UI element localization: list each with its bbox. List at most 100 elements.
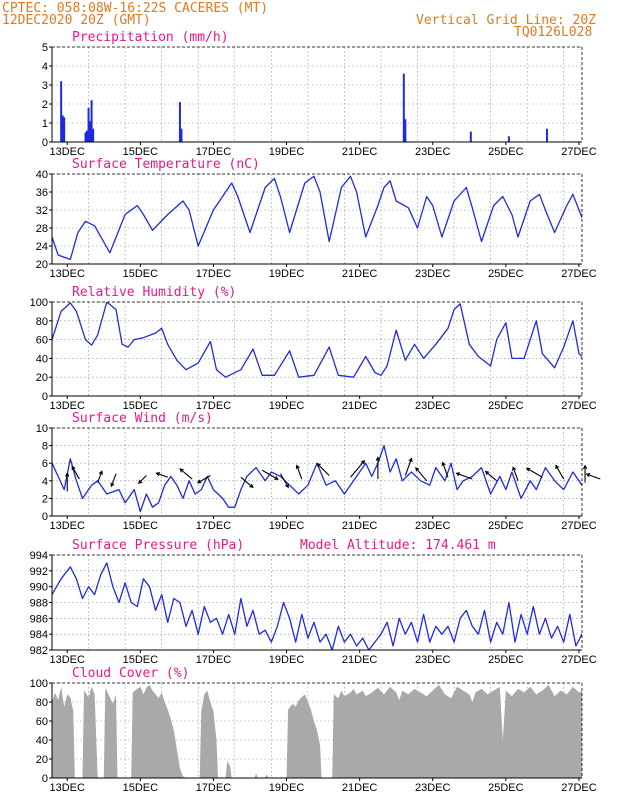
x-tick-label: 17DEC [196,400,232,412]
wind-arrow [279,473,289,489]
precip-bar [545,128,548,142]
wind-line [52,444,582,513]
x-tick-label: 23DEC [415,268,451,280]
precip-bar [178,102,181,142]
precip-bar [404,119,407,142]
x-tick-label: 21DEC [342,520,378,532]
x-tick-label: 23DEC [415,400,451,412]
precip-bar [87,107,90,142]
wind-arrow [512,466,519,481]
date-header: 12DEC2020 20Z (GMT) [2,13,151,28]
pressure-plot-area [52,562,582,650]
precip-bar [63,117,66,142]
wind-arrow [525,467,543,478]
y-tick-label: 60 [36,716,48,728]
x-tick-label: 13DEC [49,400,85,412]
y-tick-label: 3 [42,80,48,92]
wind-arrow [155,472,168,478]
rh-line [52,302,582,378]
x-tick-label: 15DEC [123,400,159,412]
y-tick-label: 0 [42,773,48,785]
y-tick-label: 0 [42,391,48,403]
y-tick-label: 4 [42,476,48,488]
x-tick-label: 17DEC [196,520,232,532]
wind-title: Surface Wind (m/s) [72,411,213,426]
x-tick-label: 21DEC [342,146,378,158]
wind-arrow [415,467,428,482]
pressure-line [52,562,582,650]
wind-arrow [261,469,279,480]
wind-arrow [375,456,381,480]
y-tick-label: 0 [42,137,48,149]
y-tick-label: 984 [30,629,48,641]
x-tick-label: 17DEC [196,654,232,666]
wind-arrow [240,476,254,489]
precip-bar [402,73,405,142]
wind-arrow [137,475,147,484]
grid-note: Vertical Grid Line: 20Z [416,13,596,28]
wind-arrow [555,464,565,480]
x-tick-label: 25DEC [488,520,524,532]
x-tick-label: 21DEC [342,268,378,280]
wind-panel: 0 2 4 6 8 10 Surface Wind (m/s) 13DEC 15DEC 17DEC… [36,411,601,532]
cloud-area [52,684,582,778]
x-tick-label: 23DEC [415,782,451,794]
x-tick-label: 19DEC [269,654,305,666]
x-tick-label: 19DEC [269,268,305,280]
x-tick-label: 15DEC [123,520,159,532]
wind-plot-area [52,444,582,513]
x-tick-label: 23DEC [415,654,451,666]
x-tick-label: 17DEC [196,782,232,794]
y-tick-label: 988 [30,598,48,610]
y-tick-label: 40 [36,735,48,747]
x-tick-label: 27DEC [561,520,597,532]
precip-bar [469,131,472,142]
x-tick-label: 25DEC [488,782,524,794]
y-tick-label: 1 [42,118,48,130]
pressure-subtitle: Model Altitude: 174.461 m [300,538,496,553]
precip-bar [89,121,92,142]
code-header: TQ0126L028 [514,25,592,40]
x-tick-label: 27DEC [561,146,597,158]
cloud-plot-area [52,684,582,778]
y-tick-label: 32 [36,205,48,217]
wind-arrow [316,462,330,476]
x-tick-label: 13DEC [49,268,85,280]
x-tick-label: 19DEC [269,146,305,158]
cloud-title: Cloud Cover (%) [72,666,189,681]
pressure-title: Surface Pressure (hPa) [72,538,244,553]
precip-title: Precipitation (mm/h) [72,30,229,45]
y-tick-label: 100 [30,297,48,309]
wind-arrow [179,468,193,480]
wind-arrow [404,457,413,476]
x-tick-label: 13DEC [49,782,85,794]
wind-arrow [65,472,70,492]
wind-arrow [97,470,103,483]
pressure-panel: 982 984 986 988 990 992 994 Surface Pressure (h… [30,538,597,666]
temp-plot-area [52,175,582,261]
x-tick-label: 23DEC [415,146,451,158]
rh-title: Relative Humidity (%) [72,285,236,300]
y-tick-label: 24 [36,241,48,253]
y-tick-label: 20 [36,372,48,384]
wind-arrow [350,459,366,478]
y-tick-label: 20 [36,259,48,271]
precip-bar [86,130,89,142]
x-tick-label: 13DEC [49,146,85,158]
wind-arrow [110,473,117,488]
y-tick-label: 990 [30,582,48,594]
x-tick-label: 13DEC [49,520,85,532]
temp-title: Surface Temperature (nC) [72,157,260,172]
x-tick-label: 25DEC [488,400,524,412]
y-tick-label: 40 [36,353,48,365]
wind-arrow [484,470,498,482]
y-tick-label: 994 [30,550,48,562]
x-tick-label: 15DEC [123,782,159,794]
y-tick-label: 10 [36,423,48,435]
cloud-panel: 0 20 40 60 80 100 Cloud Cover (%) 13DEC 15DEC 17D… [30,666,597,794]
y-tick-label: 60 [36,335,48,347]
y-tick-label: 100 [30,678,48,690]
wind-arrow [582,464,588,483]
y-tick-label: 80 [36,316,48,328]
x-tick-label: 21DEC [342,782,378,794]
